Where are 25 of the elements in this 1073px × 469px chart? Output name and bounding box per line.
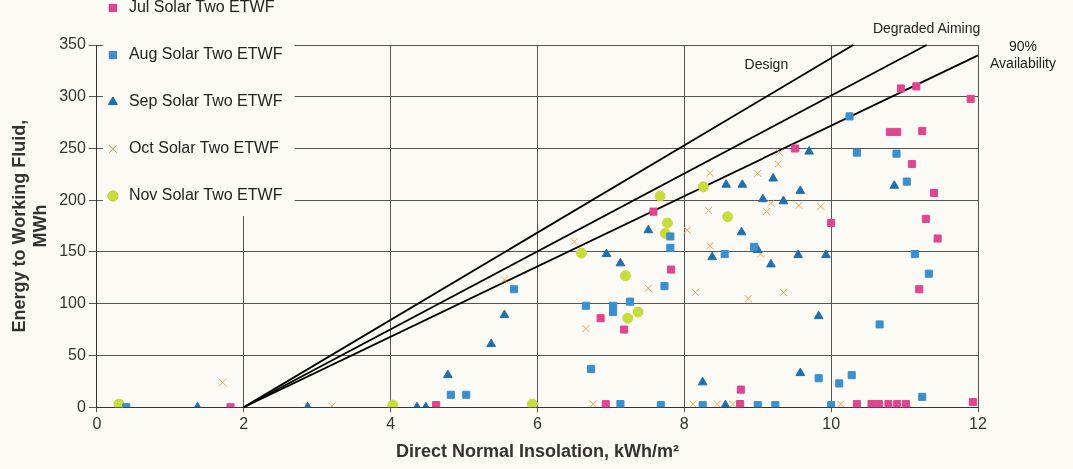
legend-label: Nov Solar Two ETWF — [128, 186, 283, 204]
y-tick-label: 250 — [59, 138, 86, 156]
series-label: 90% Availability — [990, 37, 1056, 71]
x-tick-label: 10 — [822, 415, 841, 433]
x-tick-label: 0 — [92, 415, 102, 433]
legend-label: Jul Solar Two ETWF — [128, 0, 275, 16]
y-tick-label: 50 — [68, 345, 86, 363]
y-tick-label: 300 — [59, 87, 86, 105]
y-axis-title: Energy to Working Fluid, MWh — [8, 119, 51, 333]
legend-label: Sep Solar Two ETWF — [128, 92, 283, 110]
x-tick-label: 6 — [532, 415, 542, 433]
x-axis-title: Direct Normal Insolation, kWh/m² — [395, 441, 679, 462]
legend-label: Aug Solar Two ETWF — [128, 45, 283, 63]
y-tick-label: 100 — [59, 294, 86, 312]
x-tick-label: 8 — [679, 415, 689, 433]
x-tick-label: 4 — [386, 415, 396, 433]
x-tick-label: 2 — [239, 415, 249, 433]
y-tick-label: 150 — [59, 242, 86, 260]
x-tick-label: 12 — [969, 415, 987, 433]
y-tick-label: 0 — [76, 397, 86, 415]
series-label: Degraded Aiming — [872, 19, 981, 36]
y-tick-label: 350 — [59, 35, 86, 53]
legend-label: Oct Solar Two ETWF — [128, 139, 280, 157]
y-tick-label: 200 — [59, 190, 86, 208]
series-label: Design — [744, 55, 789, 72]
